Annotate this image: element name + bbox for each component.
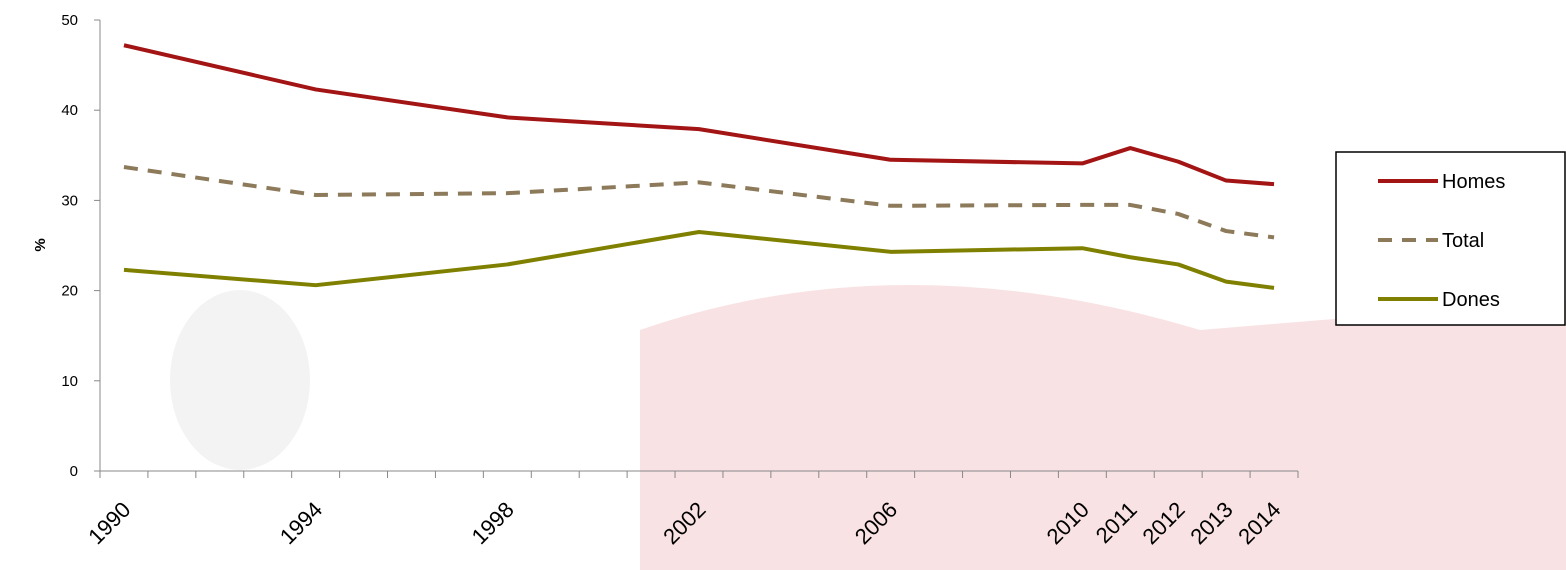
- y-tick-label: 20: [61, 283, 78, 300]
- series-line: [123, 229, 1275, 290]
- y-tick-label: 50: [61, 12, 78, 29]
- y-tick-label: 30: [61, 192, 78, 209]
- x-tick-label: 1998: [467, 497, 519, 549]
- legend-label: Total: [1442, 230, 1484, 252]
- series-line: [123, 165, 1275, 240]
- x-tick-label: 1994: [275, 497, 327, 549]
- watermark: [170, 285, 1566, 570]
- legend-label: Homes: [1442, 171, 1505, 193]
- series-line: [123, 43, 1275, 187]
- y-tick-label: 40: [61, 102, 78, 119]
- y-tick-label: 0: [70, 463, 78, 480]
- legend-label: Dones: [1442, 289, 1500, 311]
- y-axis-label: %: [32, 238, 49, 251]
- legend-box: [1335, 151, 1566, 326]
- y-tick-label: 10: [61, 373, 78, 390]
- x-tick-label: 1990: [83, 497, 135, 549]
